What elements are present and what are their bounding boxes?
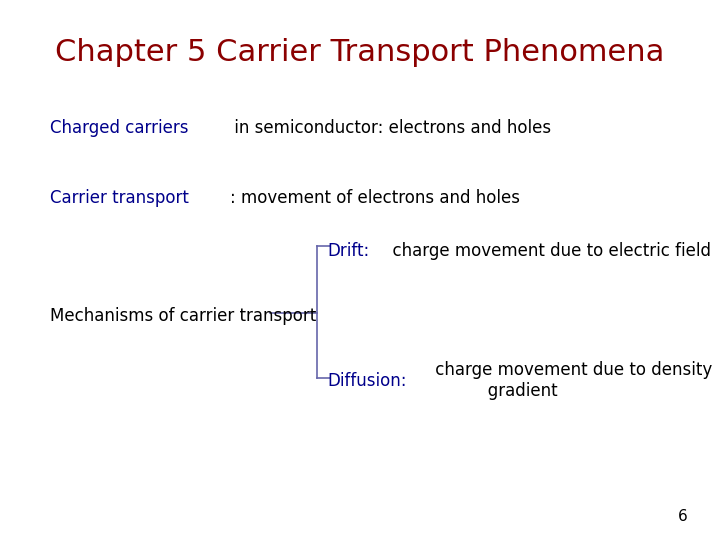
- Text: charge movement due to density
           gradient: charge movement due to density gradient: [430, 361, 712, 400]
- Text: in semiconductor: electrons and holes: in semiconductor: electrons and holes: [229, 119, 552, 137]
- Text: Carrier transport: Carrier transport: [50, 189, 189, 207]
- Text: 6: 6: [678, 509, 688, 524]
- Text: : movement of electrons and holes: : movement of electrons and holes: [230, 189, 520, 207]
- Text: Chapter 5 Carrier Transport Phenomena: Chapter 5 Carrier Transport Phenomena: [55, 38, 665, 67]
- Text: Diffusion:: Diffusion:: [328, 372, 407, 390]
- Text: Drift:: Drift:: [328, 242, 370, 260]
- Text: Charged carriers: Charged carriers: [50, 119, 189, 137]
- Text: charge movement due to electric field: charge movement due to electric field: [382, 242, 711, 260]
- Text: Mechanisms of carrier transport: Mechanisms of carrier transport: [50, 307, 317, 325]
